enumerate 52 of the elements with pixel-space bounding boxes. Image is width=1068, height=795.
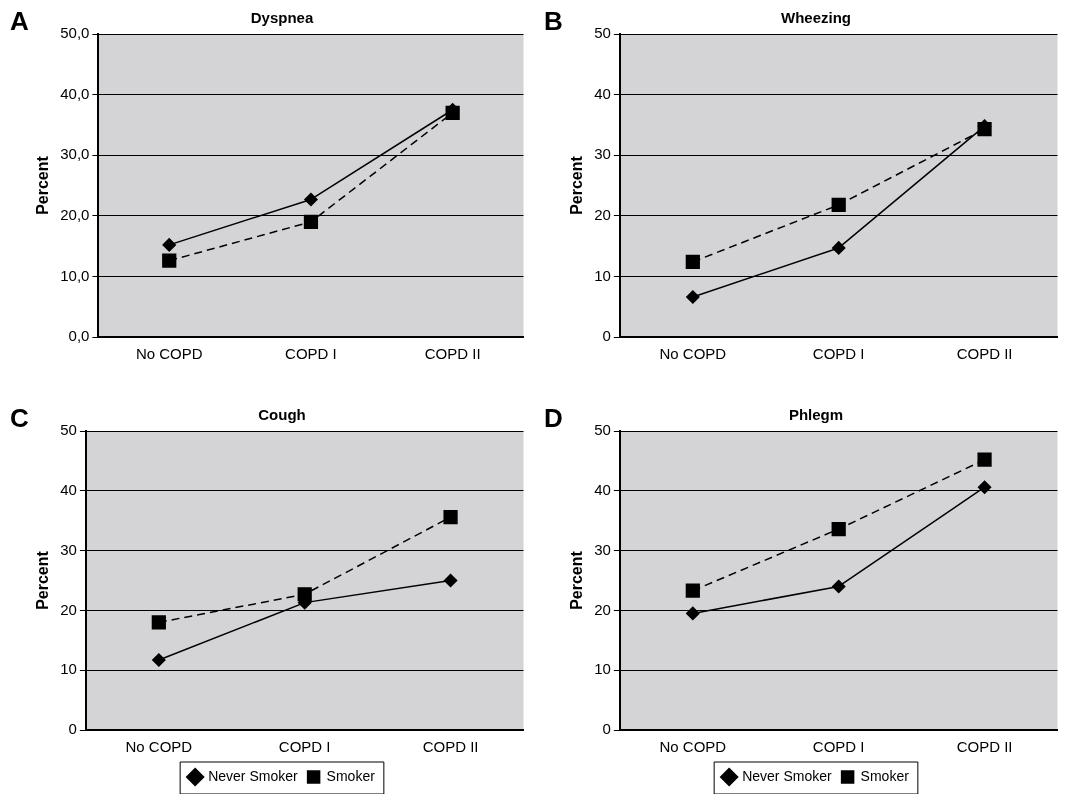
x-tick-label: No COPD [659, 345, 727, 363]
text: D [544, 403, 563, 434]
x-tick-label: COPD II [956, 738, 1013, 756]
y-tick-label: 40 [594, 84, 611, 102]
x-tick-label: COPD I [812, 738, 865, 756]
y-tick-label: 0 [602, 720, 611, 738]
y-tick-label: 40 [60, 480, 77, 498]
y-tick-label: 40,0 [60, 84, 90, 102]
y-axis-title: Percent [568, 155, 586, 215]
y-tick-label: 20 [60, 600, 77, 618]
y-tick-label: 20,0 [60, 205, 90, 223]
y-tick-label: 30 [594, 540, 611, 558]
x-tick-label: COPD II [422, 738, 479, 756]
y-axis-title: Percent [34, 550, 52, 610]
x-tick-label: COPD I [812, 345, 865, 363]
text: C [10, 403, 29, 434]
y-tick-label: 20 [594, 600, 611, 618]
x-tick-label: COPD II [956, 345, 1013, 363]
x-tick-label: No COPD [659, 738, 727, 756]
x-tick-label: COPD II [424, 345, 481, 363]
x-tick-label: COPD I [278, 738, 331, 756]
chart-title: Dyspnea [250, 9, 314, 27]
y-tick-label: 30,0 [60, 145, 90, 163]
legend-label: Never Smoker [208, 767, 298, 784]
legend-label: Smoker [860, 767, 910, 784]
y-tick-label: 20 [594, 205, 611, 223]
chart-title: Cough [258, 406, 306, 424]
y-tick-label: 0 [68, 720, 77, 738]
y-tick-label: 50 [60, 421, 77, 439]
y-tick-label: 50 [594, 421, 611, 439]
x-tick-label: COPD I [285, 345, 337, 363]
x-tick-label: No COPD [125, 738, 193, 756]
y-tick-label: 50,0 [60, 24, 90, 42]
y-tick-label: 50 [594, 24, 611, 42]
y-tick-label: 0 [602, 327, 611, 345]
y-tick-label: 30 [594, 145, 611, 163]
y-axis-title: Percent [34, 155, 52, 215]
y-tick-label: 30 [60, 540, 77, 558]
y-axis-title: Percent [568, 550, 586, 610]
chart-title: Phlegm [788, 406, 844, 424]
text: B [544, 6, 563, 37]
text: A [10, 6, 29, 37]
y-tick-label: 10 [594, 266, 611, 284]
y-tick-label: 0,0 [68, 327, 90, 345]
y-tick-label: 10 [594, 660, 611, 678]
legend-label: Smoker [326, 767, 376, 784]
y-tick-label: 40 [594, 480, 611, 498]
y-tick-label: 10 [60, 660, 77, 678]
chart-title: Wheezing [781, 9, 851, 27]
legend-label: Never Smoker [742, 767, 832, 784]
x-tick-label: No COPD [135, 345, 203, 363]
y-tick-label: 10,0 [60, 266, 90, 284]
